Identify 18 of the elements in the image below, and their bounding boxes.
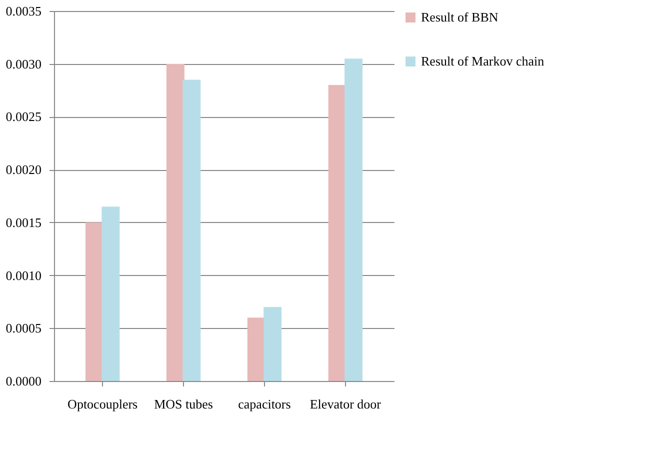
bar — [182, 80, 201, 381]
x-tick-label: capacitors — [238, 396, 291, 412]
legend-label: Result of Markov chain — [421, 54, 545, 68]
x-tick-label: Elevator door — [310, 396, 382, 412]
legend-label: Result of BBN — [421, 10, 499, 24]
y-tick-label: 0.0030 — [6, 56, 42, 72]
x-tick-label: Optocouplers — [68, 396, 138, 412]
y-tick-label: 0.0005 — [6, 320, 42, 336]
y-tick-label: 0.0010 — [6, 268, 42, 283]
bar — [102, 206, 120, 381]
y-tick-label: 0.0035 — [6, 4, 42, 18]
bar — [344, 58, 363, 381]
y-tick-label: 0.0020 — [6, 162, 42, 178]
y-tick-label: 0.0025 — [6, 109, 42, 124]
bar — [264, 307, 282, 381]
x-tick-label: MOS tubes — [154, 396, 213, 412]
y-tick-label: 0.0015 — [6, 214, 42, 230]
y-tick-label: 0.0000 — [6, 374, 42, 388]
